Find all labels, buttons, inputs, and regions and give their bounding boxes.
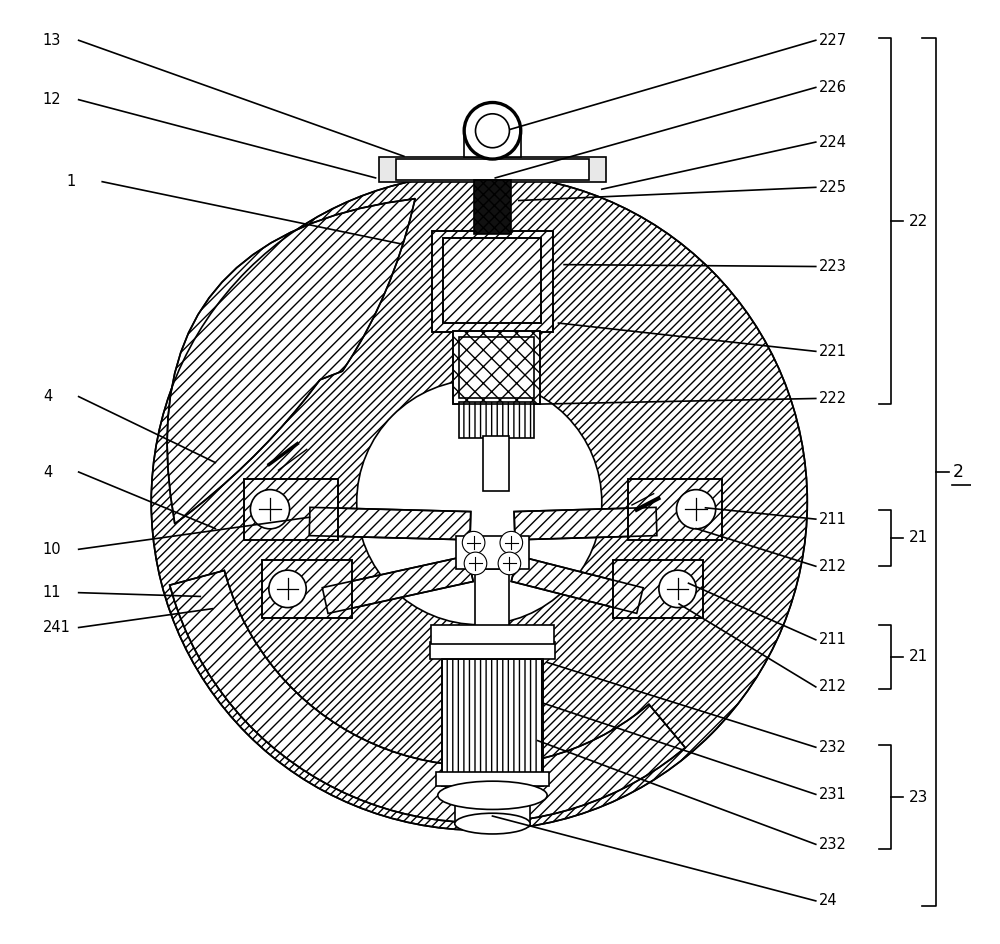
Circle shape — [475, 114, 509, 148]
Text: 24: 24 — [819, 893, 837, 908]
Text: 13: 13 — [43, 33, 61, 48]
Circle shape — [462, 531, 485, 554]
Text: 212: 212 — [819, 680, 847, 695]
Circle shape — [464, 103, 521, 159]
Bar — [432, 230, 553, 332]
Circle shape — [500, 531, 523, 554]
Circle shape — [659, 570, 696, 608]
Text: 212: 212 — [819, 559, 847, 574]
Text: 224: 224 — [819, 135, 847, 149]
Bar — [628, 479, 722, 540]
Bar — [613, 560, 703, 618]
Text: 223: 223 — [819, 259, 846, 274]
Polygon shape — [170, 570, 685, 822]
Text: 4: 4 — [43, 389, 52, 404]
Bar — [453, 330, 540, 404]
Bar — [474, 179, 511, 234]
Text: 221: 221 — [819, 344, 847, 359]
Bar — [244, 479, 338, 540]
Bar — [628, 479, 722, 540]
Text: 4: 4 — [43, 464, 52, 480]
Bar — [455, 795, 530, 823]
Bar — [396, 159, 589, 179]
Bar — [453, 330, 540, 404]
Circle shape — [498, 552, 521, 575]
Text: 241: 241 — [43, 620, 71, 635]
Bar — [379, 157, 606, 181]
Text: 1: 1 — [66, 175, 76, 189]
Text: 2: 2 — [952, 463, 963, 481]
Circle shape — [269, 570, 306, 608]
Text: 21: 21 — [909, 649, 928, 665]
Bar — [483, 436, 509, 491]
Text: 226: 226 — [819, 80, 847, 95]
Bar — [262, 560, 352, 618]
Ellipse shape — [438, 782, 547, 809]
Bar — [431, 625, 554, 644]
Text: 222: 222 — [819, 391, 847, 406]
Bar — [436, 772, 549, 786]
Bar — [442, 659, 543, 786]
Text: 11: 11 — [43, 585, 61, 600]
Circle shape — [676, 490, 716, 529]
Bar — [459, 402, 534, 438]
Text: 211: 211 — [819, 512, 846, 527]
Bar — [432, 230, 553, 332]
Text: 232: 232 — [819, 836, 846, 851]
Polygon shape — [322, 556, 473, 614]
Bar — [244, 479, 338, 540]
Text: 225: 225 — [819, 179, 847, 194]
Text: 23: 23 — [909, 790, 928, 804]
Bar — [613, 560, 703, 618]
Text: 227: 227 — [819, 33, 847, 48]
Ellipse shape — [455, 813, 530, 834]
Bar — [475, 568, 509, 659]
Bar — [456, 535, 529, 568]
Text: 231: 231 — [819, 787, 846, 801]
Circle shape — [250, 490, 290, 529]
Text: 22: 22 — [909, 213, 928, 228]
Bar — [262, 560, 352, 618]
Circle shape — [151, 174, 807, 830]
Bar — [430, 642, 555, 659]
Bar — [443, 238, 541, 323]
Text: 10: 10 — [43, 542, 61, 557]
Bar — [459, 337, 534, 398]
Text: 211: 211 — [819, 632, 846, 648]
Polygon shape — [167, 198, 415, 524]
Text: 12: 12 — [43, 93, 61, 108]
Polygon shape — [514, 507, 657, 540]
Text: 232: 232 — [819, 740, 846, 755]
Bar — [464, 134, 521, 157]
Bar — [443, 238, 541, 323]
Polygon shape — [511, 556, 643, 614]
Circle shape — [357, 379, 602, 625]
Bar — [442, 659, 543, 786]
Polygon shape — [309, 507, 471, 540]
Circle shape — [464, 552, 487, 575]
Text: 21: 21 — [909, 531, 928, 546]
